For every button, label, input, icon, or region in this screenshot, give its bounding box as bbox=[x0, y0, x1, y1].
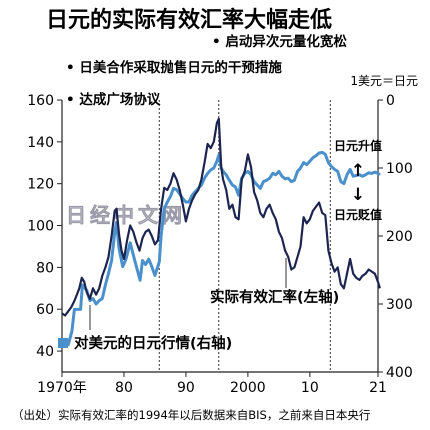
right-y-tick-label: 400 bbox=[386, 365, 413, 381]
series-labels: 实际有效汇率(左轴) 对美元的日元行情(右轴) bbox=[58, 258, 339, 352]
right-y-tick-label: 200 bbox=[386, 229, 413, 245]
reer-series-label: 实际有效汇率(左轴) bbox=[210, 288, 339, 306]
left-y-tick-label: 40 bbox=[36, 344, 54, 360]
x-tick-label: 10 bbox=[301, 380, 319, 396]
left-y-tick-label: 60 bbox=[36, 302, 54, 318]
event-annotations: • 达成广场协议 • 日美合作采取抛售日元的干预措施 • 启动异次元量化宽松 bbox=[66, 33, 347, 372]
left-y-tick-label: 140 bbox=[27, 135, 54, 151]
x-tick-label: 90 bbox=[177, 380, 195, 396]
right-axis-title: 1美元＝日元 bbox=[350, 74, 418, 88]
left-y-tick-label: 120 bbox=[27, 177, 54, 193]
watermark: 日经中文网 bbox=[66, 203, 186, 227]
x-tick-label: 21 bbox=[369, 380, 387, 396]
left-y-tick-label: 100 bbox=[27, 219, 54, 235]
direction-annotations: 日元升值 ↑ ↓ 日元贬值 bbox=[334, 138, 382, 222]
event-label: • 日美合作采取抛售日元的干预措施 bbox=[66, 59, 282, 76]
source-note: （出处）实际有效汇率的1994年以后数据来自BIS，之前来自日本央行 bbox=[12, 408, 370, 422]
x-tick-label: 1970年 bbox=[37, 380, 87, 396]
left-y-tick-label: 160 bbox=[27, 93, 54, 109]
event-label: • 达成广场协议 bbox=[66, 91, 161, 108]
right-y-tick-label: 100 bbox=[386, 161, 413, 177]
down-arrow-icon: ↓ bbox=[351, 185, 365, 205]
right-y-tick-label: 0 bbox=[386, 93, 395, 109]
yen-appreciation-label: 日元升值 bbox=[334, 138, 382, 153]
chart-title: 日元的实际有效汇率大幅走低 bbox=[46, 7, 332, 33]
x-tick-label: 2000 bbox=[230, 380, 266, 396]
yen-depreciation-label: 日元贬值 bbox=[334, 207, 382, 222]
right-y-tick-label: 300 bbox=[386, 297, 413, 313]
series-lines bbox=[61, 117, 381, 347]
up-arrow-icon: ↑ bbox=[351, 161, 365, 181]
x-tick-label: 80 bbox=[115, 380, 133, 396]
event-label: • 启动异次元量化宽松 bbox=[212, 33, 347, 50]
reer-series-line bbox=[61, 117, 381, 317]
usdjpy-series-line bbox=[62, 150, 381, 347]
usdjpy-series-label: 对美元的日元行情(右轴) bbox=[74, 334, 232, 352]
usdjpy-legend-swatch bbox=[58, 338, 68, 348]
left-y-tick-label: 80 bbox=[36, 260, 54, 276]
